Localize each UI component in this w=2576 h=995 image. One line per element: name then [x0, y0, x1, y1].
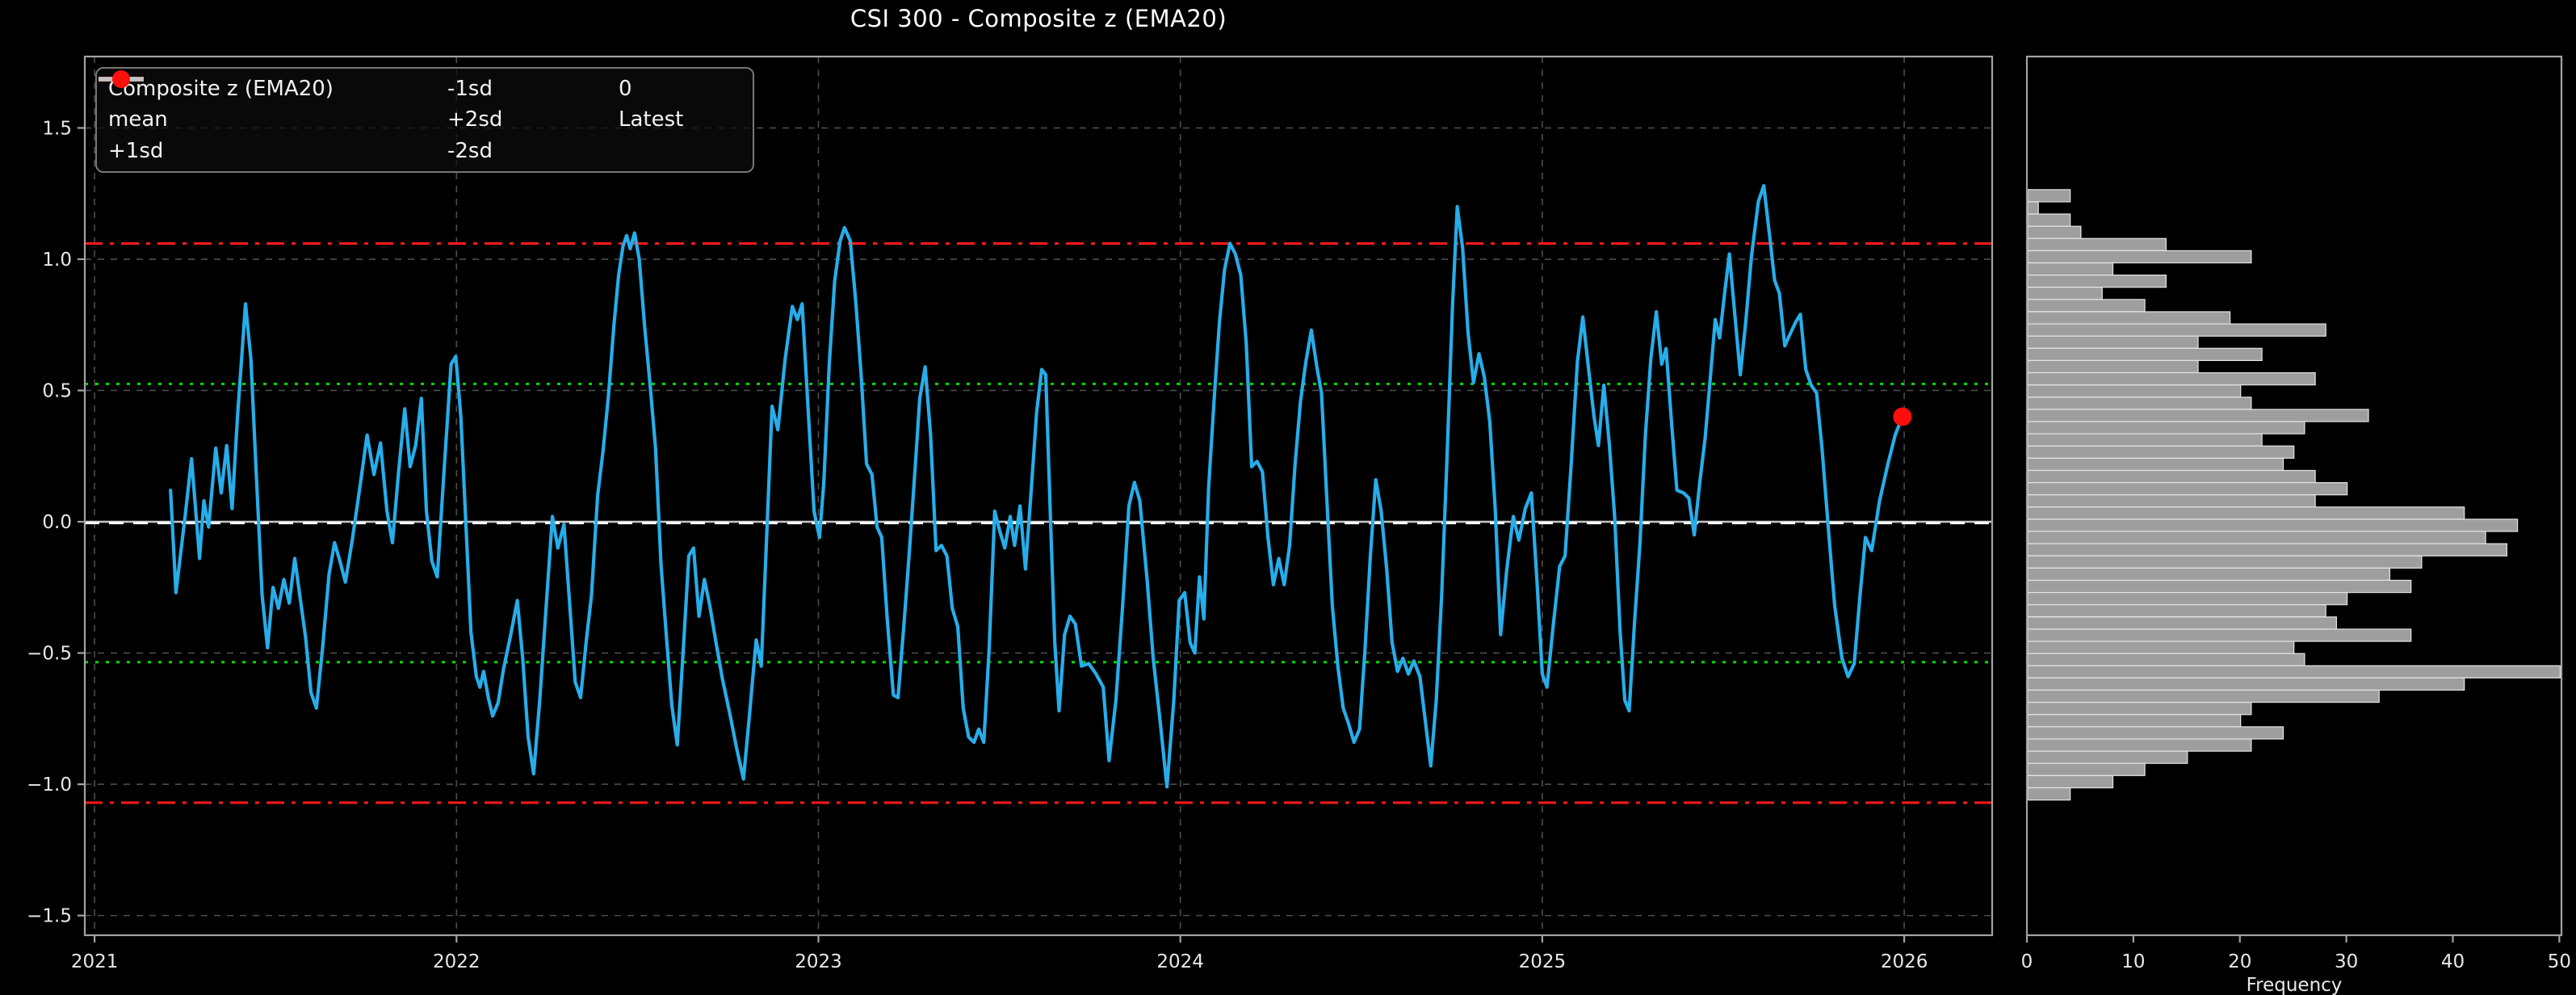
legend-label: +1sd: [108, 138, 164, 163]
histogram-bar: [2027, 567, 2390, 581]
main-y-tick-label: −0.5: [27, 644, 72, 665]
legend-item: -1sd: [99, 77, 619, 102]
histogram-bar: [2027, 335, 2199, 349]
main-y-tick-label: −1.5: [27, 906, 72, 927]
histogram-bar: [2027, 409, 2369, 422]
histogram-bar: [2027, 531, 2486, 544]
legend-item: mean: [99, 77, 447, 132]
histogram-bar: [2027, 762, 2146, 776]
histogram-bar: [2027, 640, 2295, 654]
histogram-bar: [2027, 213, 2071, 227]
legend-item: -2sd: [99, 77, 619, 163]
histogram-bar: [2027, 494, 2316, 508]
hist-x-tick-label: 40: [2441, 951, 2465, 972]
histogram-bar: [2027, 481, 2348, 496]
histogram-bar: [2027, 262, 2114, 276]
legend-dot-swatch: [112, 70, 130, 88]
histogram-bar: [2027, 201, 2039, 215]
histogram-bar: [2027, 469, 2316, 484]
histogram-bar: [2027, 347, 2263, 361]
hist-x-tick-label: 10: [2121, 951, 2145, 972]
histogram-bar: [2027, 616, 2337, 630]
histogram-bar: [2027, 555, 2423, 569]
main-y-tick-label: 0.5: [42, 380, 72, 401]
histogram-bar: [2027, 384, 2242, 398]
histogram-bar: [2027, 225, 2082, 239]
histogram-bar: [2027, 665, 2561, 678]
histogram-bar: [2027, 433, 2263, 447]
legend-item: 0: [99, 77, 753, 102]
histogram-bar: [2027, 653, 2305, 666]
legend-label: 0: [619, 77, 632, 102]
legend-label: -2sd: [447, 138, 493, 163]
histogram-bar: [2027, 738, 2252, 752]
legend-label: mean: [108, 107, 168, 132]
histogram-bar: [2027, 604, 2326, 618]
histogram-bar: [2027, 250, 2252, 264]
histogram-bar: [2027, 506, 2465, 520]
histogram-bar: [2027, 421, 2305, 435]
hist-axes-frame: [2025, 55, 2563, 937]
histogram-bar: [2027, 299, 2146, 313]
histogram-bar: [2027, 689, 2380, 703]
histogram-bar: [2027, 714, 2242, 728]
histogram-bar: [2027, 397, 2252, 410]
composite-z-line: [169, 183, 1904, 789]
hist-x-tick-label: 50: [2548, 951, 2571, 972]
latest-marker: [1893, 407, 1912, 426]
histogram-bar: [2027, 372, 2316, 386]
legend-item: Latest: [112, 70, 753, 132]
histogram-bar: [2027, 628, 2412, 642]
main-y-tick-label: −1.0: [27, 775, 72, 796]
histogram-bar: [2027, 445, 2295, 459]
main-y-tick-label: 1.5: [42, 118, 72, 139]
hist-x-tick-label: 0: [2021, 951, 2033, 972]
histogram-bar: [2027, 543, 2508, 556]
histogram-bar: [2027, 726, 2284, 740]
histogram-bar: [2027, 287, 2103, 300]
legend: Composite z (EMA20) mean +1sd -1sd +2sd -2sd 0…: [95, 67, 754, 173]
main-x-tick-label: 2025: [1519, 951, 1567, 972]
main-x-tick-label: 2022: [433, 951, 480, 972]
legend-item: +1sd: [99, 77, 447, 163]
main-x-tick-label: 2024: [1156, 951, 1204, 972]
histogram-bar: [2027, 677, 2465, 691]
histogram-bar: [2027, 702, 2252, 716]
histogram-bar: [2027, 591, 2348, 606]
legend-label: -1sd: [447, 77, 493, 102]
histogram-bar: [2027, 275, 2167, 288]
histogram-bar: [2027, 579, 2412, 594]
chart-title: CSI 300 - Composite z (EMA20): [850, 5, 1227, 32]
histogram-bar: [2027, 323, 2326, 337]
main-x-tick-label: 2023: [795, 951, 842, 972]
main-x-tick-label: 2026: [1881, 951, 1928, 972]
histogram-bar: [2027, 787, 2071, 801]
legend-label: Latest: [619, 107, 684, 132]
frequency-axis-label: Frequency: [2247, 975, 2343, 995]
histogram-bar: [2027, 775, 2114, 789]
histogram-bar: [2027, 359, 2199, 374]
histogram-bar: [2027, 311, 2231, 325]
hist-x-tick-label: 30: [2335, 951, 2358, 972]
histogram-bar: [2027, 518, 2519, 532]
main-x-tick-label: 2021: [71, 951, 119, 972]
main-y-tick-label: 0.0: [42, 512, 72, 533]
main-axes-frame: [83, 55, 1994, 937]
histogram-bar: [2027, 237, 2167, 251]
legend-item: +2sd: [99, 77, 619, 132]
main-y-tick-label: 1.0: [42, 250, 72, 271]
histogram-bar: [2027, 189, 2071, 203]
hist-x-tick-label: 20: [2228, 951, 2251, 972]
legend-label: Composite z (EMA20): [108, 77, 334, 102]
legend-item: Composite z (EMA20): [99, 77, 447, 102]
histogram-bar: [2027, 750, 2188, 764]
histogram-bar: [2027, 457, 2284, 472]
legend-label: +2sd: [447, 107, 503, 132]
